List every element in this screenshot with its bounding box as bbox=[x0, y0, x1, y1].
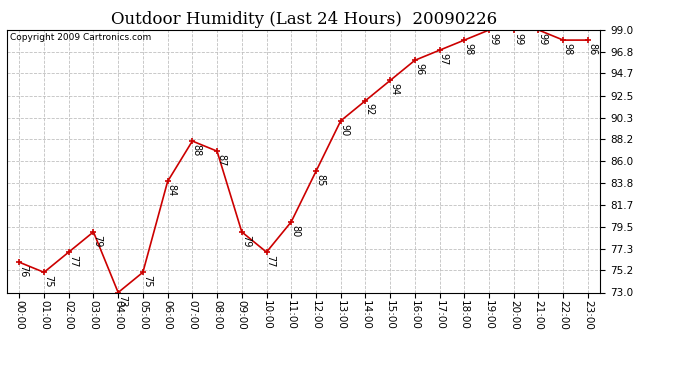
Text: 77: 77 bbox=[68, 255, 78, 267]
Text: 73: 73 bbox=[117, 295, 128, 307]
Text: 80: 80 bbox=[290, 225, 300, 237]
Text: 96: 96 bbox=[414, 63, 424, 75]
Text: 87: 87 bbox=[216, 154, 226, 166]
Text: 97: 97 bbox=[439, 53, 449, 65]
Text: 90: 90 bbox=[340, 124, 350, 136]
Text: Copyright 2009 Cartronics.com: Copyright 2009 Cartronics.com bbox=[10, 33, 151, 42]
Text: 86: 86 bbox=[587, 43, 597, 55]
Text: 79: 79 bbox=[241, 235, 251, 247]
Text: 75: 75 bbox=[142, 275, 152, 288]
Text: 98: 98 bbox=[562, 43, 573, 55]
Text: 84: 84 bbox=[167, 184, 177, 196]
Text: 92: 92 bbox=[364, 104, 375, 116]
Text: 77: 77 bbox=[266, 255, 276, 267]
Text: 76: 76 bbox=[19, 265, 28, 278]
Title: Outdoor Humidity (Last 24 Hours)  20090226: Outdoor Humidity (Last 24 Hours) 2009022… bbox=[110, 12, 497, 28]
Text: 99: 99 bbox=[513, 33, 523, 45]
Text: 85: 85 bbox=[315, 174, 325, 186]
Text: 94: 94 bbox=[389, 83, 400, 96]
Text: 99: 99 bbox=[489, 33, 498, 45]
Text: 99: 99 bbox=[538, 33, 548, 45]
Text: 79: 79 bbox=[92, 235, 103, 247]
Text: 98: 98 bbox=[464, 43, 473, 55]
Text: 88: 88 bbox=[192, 144, 201, 156]
Text: 75: 75 bbox=[43, 275, 53, 288]
